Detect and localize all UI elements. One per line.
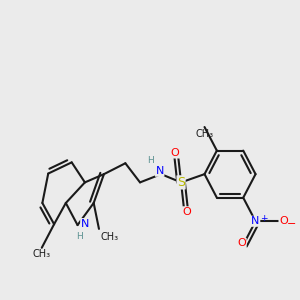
Text: +: + xyxy=(260,214,268,223)
Text: O: O xyxy=(237,238,246,248)
Text: −: − xyxy=(287,219,296,229)
Text: N: N xyxy=(251,216,260,226)
Text: CH₃: CH₃ xyxy=(100,232,118,242)
Text: CH₃: CH₃ xyxy=(33,249,51,259)
Text: CH₃: CH₃ xyxy=(196,128,214,139)
Text: S: S xyxy=(177,176,185,189)
Text: O: O xyxy=(279,216,288,226)
Text: O: O xyxy=(183,207,191,217)
Text: N: N xyxy=(81,219,89,229)
Text: N: N xyxy=(155,166,164,176)
Text: H: H xyxy=(76,232,82,242)
Text: O: O xyxy=(171,148,180,158)
Text: H: H xyxy=(148,155,154,164)
